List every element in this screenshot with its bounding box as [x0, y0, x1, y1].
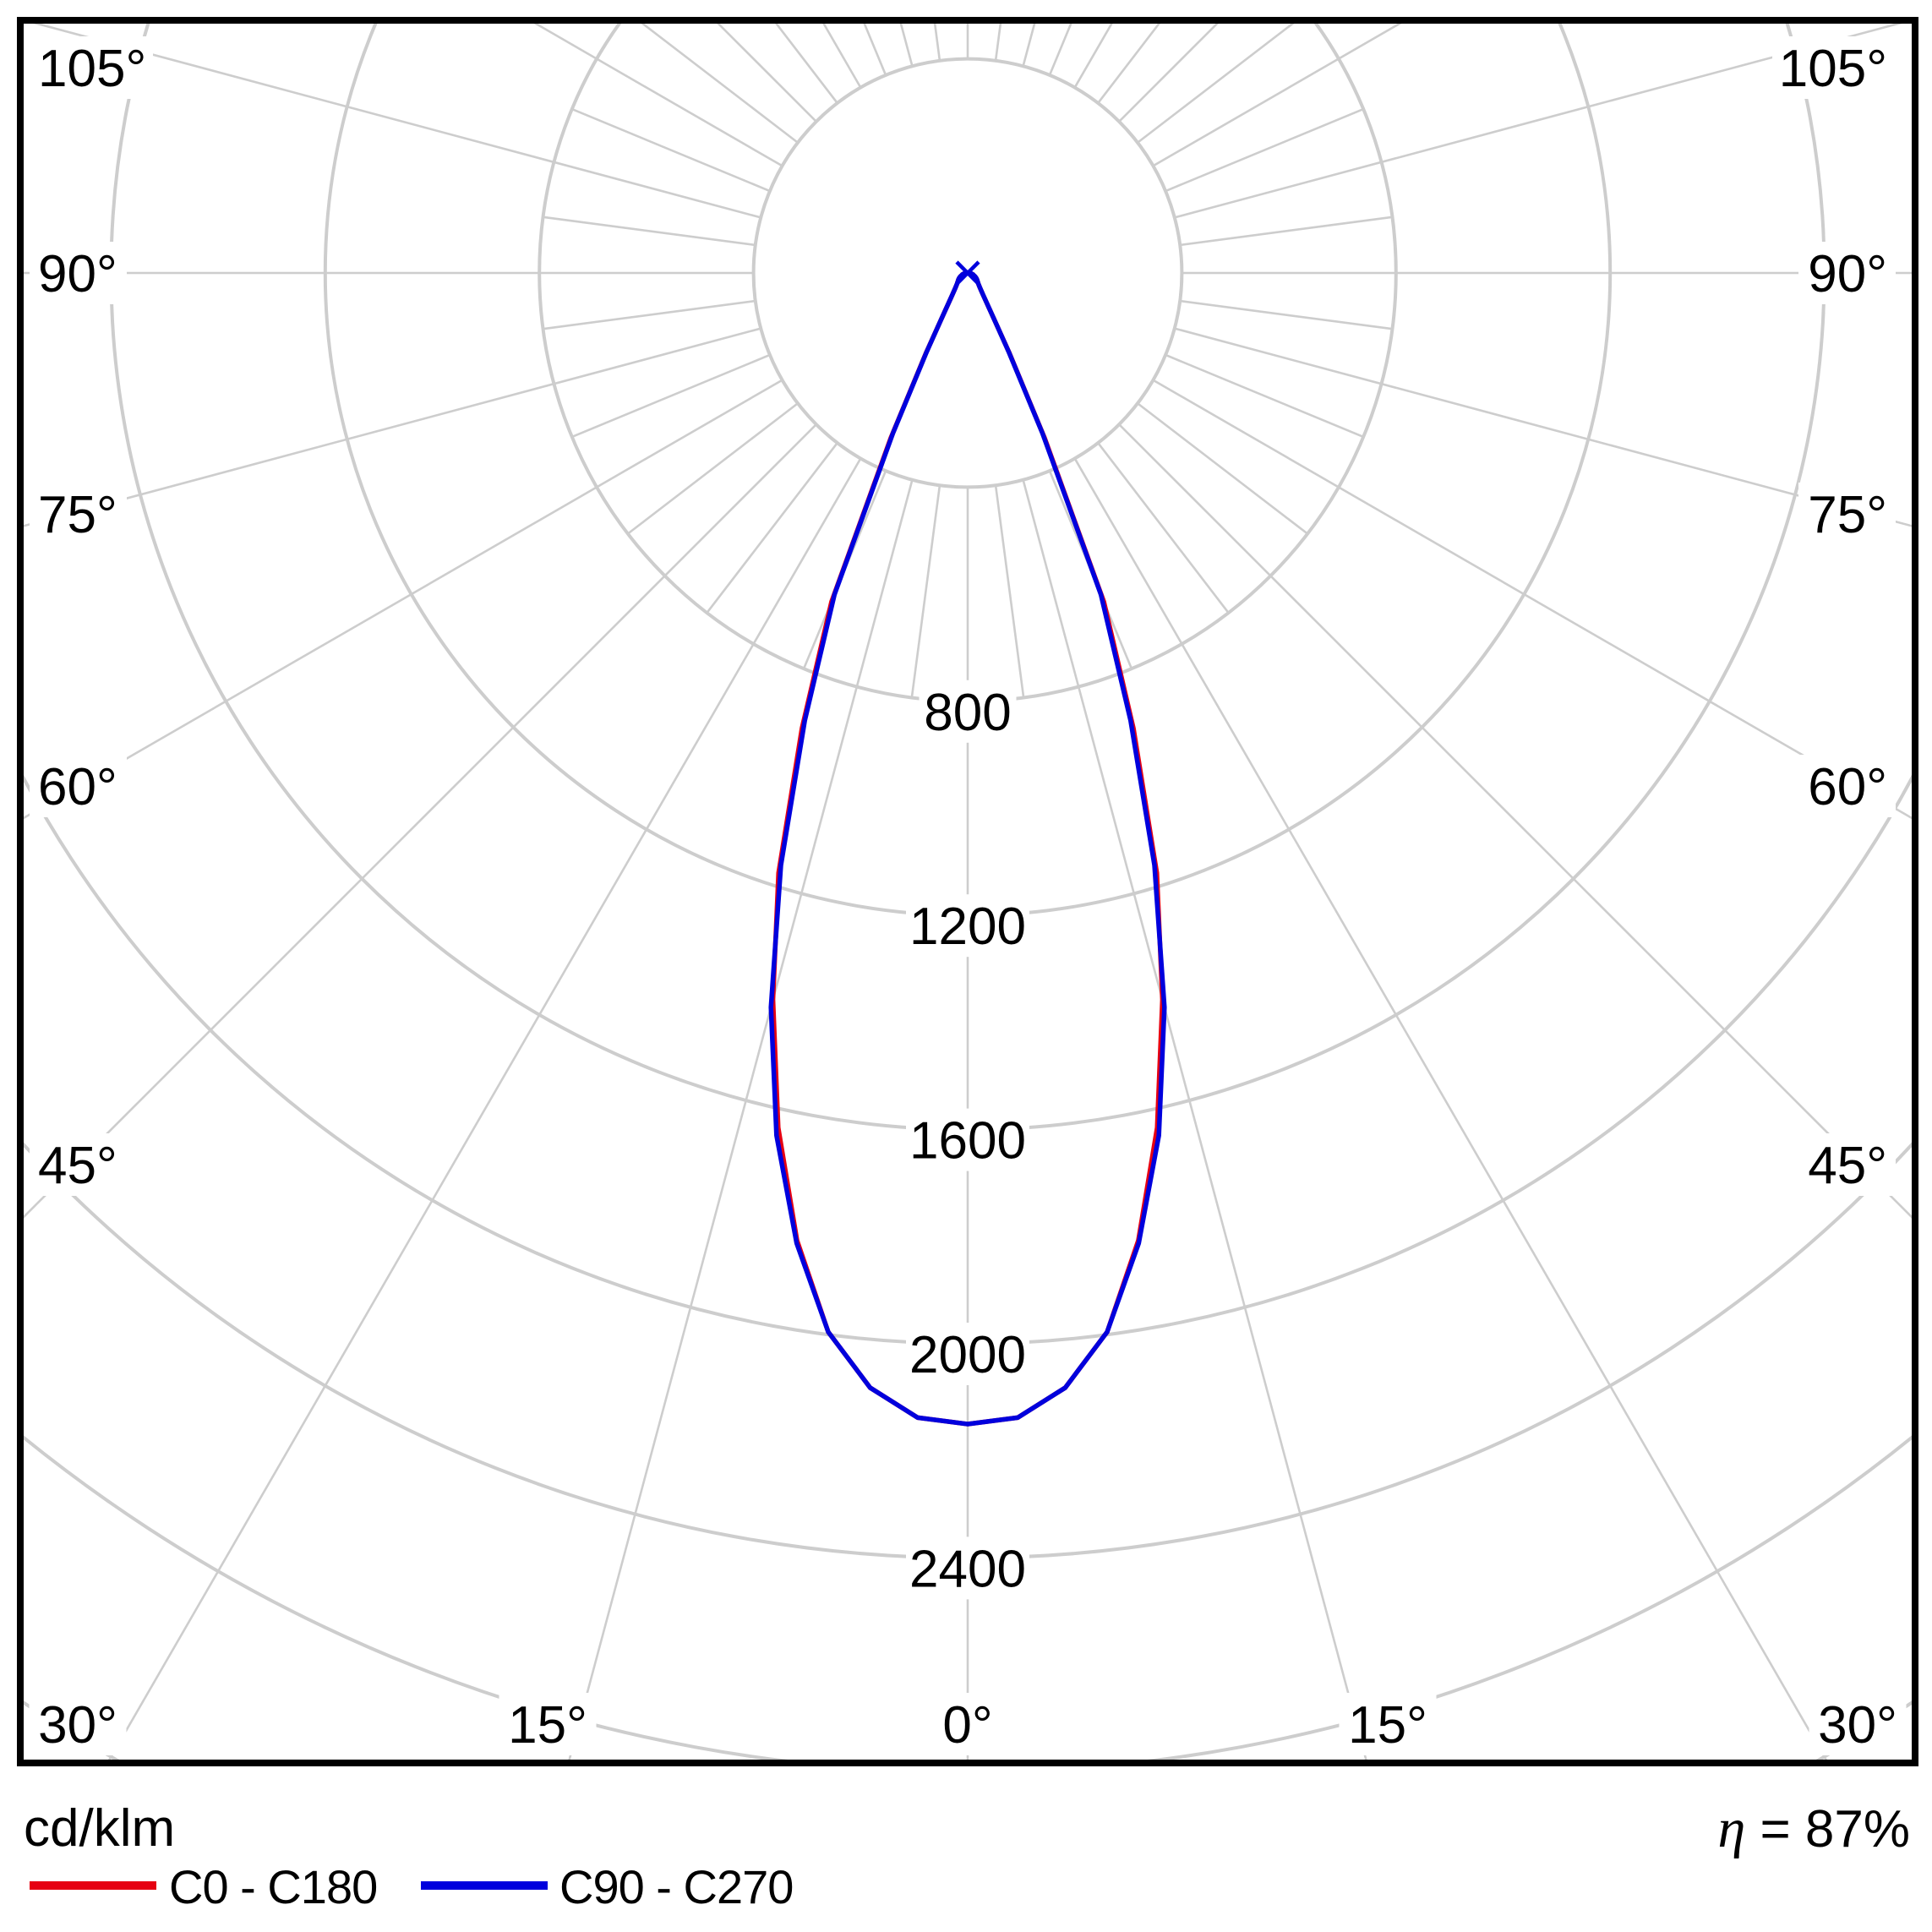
minor-spoke-307.5 [627, 402, 799, 535]
plot-border [17, 17, 1918, 1766]
spoke-315 [24, 423, 817, 1219]
angle-label-2: 75° [38, 486, 117, 544]
minor-spoke-142.5 [1097, 24, 1161, 104]
minor-spoke-112.5 [1165, 107, 1364, 193]
minor-spoke-52.5 [1137, 402, 1308, 535]
angle-label-7: 0° [942, 1696, 992, 1755]
spoke-285 [24, 327, 761, 527]
eta-rest: = 87% [1745, 1800, 1910, 1858]
eta-symbol: η [1717, 1798, 1746, 1859]
minor-spoke-127.5 [1137, 24, 1295, 144]
angle-label-4-bg [30, 1133, 127, 1196]
angle-label-6: 15° [508, 1696, 587, 1755]
minor-spoke-202.5 [863, 24, 887, 76]
angle-label-5: 30° [38, 1696, 117, 1755]
angle-label-8-bg [1339, 1693, 1437, 1755]
spoke-330 [107, 457, 862, 1760]
minor-spoke-247.5 [571, 107, 771, 193]
minor-spoke-7.5 [994, 485, 1025, 698]
legend-label-c90-c270: C90 - C270 [559, 1860, 794, 1913]
spoke-45 [1118, 423, 1912, 1219]
legend-label-c0-c180: C0 - C180 [169, 1860, 378, 1913]
ring-label-2400: 2400 [909, 1540, 1026, 1598]
angle-label-9: 30° [1818, 1696, 1897, 1755]
spoke-165 [1022, 24, 1036, 67]
grid-ring-2800 [24, 1434, 1912, 1760]
angle-label-11: 60° [1808, 758, 1887, 816]
spoke-195 [899, 24, 914, 67]
minor-spoke-322.5 [706, 442, 838, 614]
angle-label-14-bg [1772, 36, 1896, 99]
angle-label-1-bg [30, 242, 127, 304]
legend-swatch-c90-c270 [421, 1881, 548, 1890]
ring-label-800: 800 [924, 684, 1011, 742]
angle-label-8: 15° [1348, 1696, 1427, 1755]
angle-label-1: 90° [38, 245, 117, 303]
minor-spoke-292.5 [571, 353, 771, 439]
ring-label-800-bg [919, 679, 1017, 743]
angle-label-13: 90° [1808, 245, 1887, 303]
angle-label-5-bg [29, 1693, 127, 1755]
angle-label-6-bg [499, 1693, 597, 1755]
angle-label-4: 45° [38, 1137, 117, 1195]
angle-label-2-bg [30, 483, 127, 545]
minor-spoke-352.5 [910, 485, 941, 698]
spoke-75 [1174, 327, 1912, 527]
minor-spoke-232.5 [641, 24, 799, 144]
legend-swatch-c0-c180 [30, 1881, 156, 1890]
ring-label-1600: 1600 [909, 1112, 1026, 1171]
minor-spoke-82.5 [1180, 299, 1393, 330]
angle-label-14: 105° [1779, 40, 1887, 98]
minor-spoke-187.5 [933, 24, 941, 61]
angle-label-10: 45° [1808, 1137, 1887, 1195]
unit-label: cd/klm [24, 1799, 176, 1858]
minor-spoke-97.5 [1180, 216, 1393, 247]
angle-label-0: 105° [38, 40, 146, 98]
minor-spoke-172.5 [994, 24, 1002, 61]
angle-label-3-bg [30, 755, 127, 817]
minor-spoke-67.5 [1165, 353, 1364, 439]
minor-spoke-277.5 [543, 299, 756, 330]
spoke-60 [1152, 379, 1912, 820]
angle-label-12-bg [1798, 483, 1896, 545]
angle-label-10-bg [1798, 1133, 1896, 1196]
ring-label-2000-bg [906, 1323, 1029, 1385]
spoke-30 [1073, 457, 1828, 1760]
minor-spoke-157.5 [1048, 24, 1072, 76]
center-x-marker [955, 260, 980, 286]
ring-label-2400-bg [906, 1536, 1029, 1600]
spoke-105 [1174, 24, 1902, 219]
angle-label-13-bg [1798, 242, 1896, 304]
angle-label-0-bg [30, 36, 153, 99]
ring-label-2000: 2000 [909, 1326, 1026, 1384]
spoke-255 [33, 24, 761, 219]
ring-label-1200: 1200 [909, 898, 1026, 956]
ring-label-1600-bg [906, 1108, 1029, 1171]
minor-spoke-217.5 [774, 24, 838, 104]
angle-label-11-bg [1798, 755, 1896, 817]
minor-spoke-37.5 [1097, 442, 1230, 614]
spoke-345 [568, 479, 914, 1760]
angle-label-7-bg [932, 1693, 1003, 1755]
angle-label-3: 60° [38, 758, 117, 816]
efficiency-value: η = 87% [1718, 1800, 1911, 1858]
angle-label-12: 75° [1808, 486, 1887, 544]
ring-label-1200-bg [906, 894, 1029, 958]
minor-spoke-262.5 [543, 216, 756, 247]
spoke-15 [1022, 479, 1367, 1760]
angle-label-9-bg [1809, 1693, 1907, 1755]
